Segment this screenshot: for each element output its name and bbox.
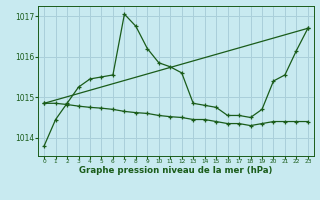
X-axis label: Graphe pression niveau de la mer (hPa): Graphe pression niveau de la mer (hPa)	[79, 166, 273, 175]
